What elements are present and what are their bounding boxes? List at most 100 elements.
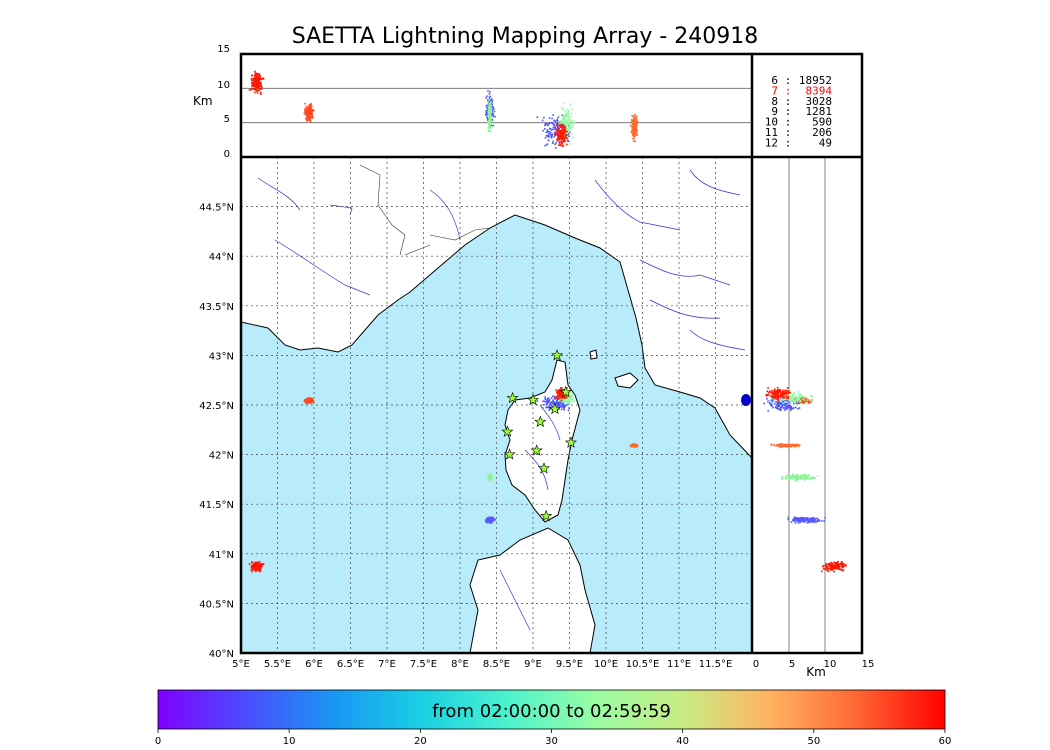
lightning-side-point [807, 399, 809, 401]
lightning-source-point [490, 474, 493, 477]
lightning-side-point [841, 566, 844, 569]
lightning-altitude-point [562, 132, 564, 135]
lightning-side-point [777, 388, 779, 391]
lightning-altitude-point [254, 74, 257, 76]
lightning-altitude-point [305, 105, 308, 108]
lightning-altitude-point [564, 130, 566, 133]
lightning-source-point [490, 477, 493, 480]
lightning-altitude-point [561, 128, 564, 131]
lightning-side-point [794, 476, 797, 479]
longitude-tick-label: 8°E [451, 659, 469, 670]
lightning-side-point [824, 565, 827, 567]
lightning-source-point [491, 517, 494, 520]
lightning-side-point [814, 477, 816, 479]
lightning-side-point [841, 564, 843, 567]
lightning-altitude-point [489, 108, 492, 111]
lightning-altitude-point [261, 78, 264, 80]
lightning-altitude-point [311, 115, 314, 117]
lightning-side-point [795, 444, 797, 446]
lightning-side-point [801, 517, 803, 520]
station-count-sep: : [785, 74, 792, 87]
lightning-source-point [257, 562, 259, 564]
lightning-altitude-point [489, 112, 492, 115]
latitude-ticks: 40°N 40.5°N 41°N 41.5°N 42°N 42.5°N 43°N 43.5°N… [199, 203, 234, 660]
lightning-altitude-point [253, 85, 256, 88]
lightning-source-point [566, 400, 569, 403]
lightning-source-point [260, 565, 262, 567]
lightning-side-point [829, 562, 831, 565]
lightning-altitude-point [557, 128, 559, 131]
lightning-altitude-point [554, 125, 557, 128]
lightning-altitude-point [544, 137, 547, 139]
lightning-side-point [789, 475, 792, 478]
lightning-altitude-point [312, 116, 314, 119]
lightning-altitude-point [259, 78, 261, 80]
side-xlabel: Km [806, 665, 826, 679]
lightning-altitude-point [565, 120, 568, 123]
lightning-altitude-point [554, 128, 557, 131]
lightning-altitude-point [631, 127, 634, 129]
lightning-side-point [835, 567, 838, 570]
longitude-tick-label: 7°E [378, 659, 396, 670]
lightning-side-point [781, 389, 784, 392]
lightning-side-point [787, 397, 790, 400]
lightning-side-point [773, 388, 776, 391]
lightning-source-point [561, 405, 564, 408]
lightning-altitude-point [571, 126, 574, 129]
lightning-altitude-point [563, 119, 566, 122]
lightning-source-point [256, 567, 259, 570]
lightning-altitude-point [562, 127, 564, 130]
lightning-source-point [487, 517, 489, 520]
lightning-altitude-point [564, 131, 567, 134]
lightning-altitude-point [308, 112, 311, 115]
lightning-altitude-point [309, 119, 311, 122]
lightning-side-point [785, 403, 788, 405]
longitude-tick-label: 11.5°E [699, 659, 733, 670]
lightning-altitude-point [558, 141, 561, 143]
lightning-altitude-point [549, 121, 551, 124]
lightning-altitude-point [550, 137, 553, 139]
lightning-altitude-point [305, 109, 308, 112]
lightning-side-point [801, 398, 804, 400]
lightning-altitude-point [255, 74, 258, 76]
lightning-altitude-point [560, 120, 562, 123]
lightning-side-point [770, 444, 773, 447]
lightning-source-point [259, 567, 262, 569]
lightning-side-point [795, 403, 798, 406]
lightning-altitude-point [633, 133, 636, 136]
lightning-altitude-point [566, 134, 568, 136]
station-count-id: 6 [771, 74, 778, 87]
lightning-source-point [567, 403, 569, 406]
lightning-altitude-point [569, 124, 571, 127]
lightning-altitude-point [558, 124, 561, 127]
lightning-altitude-point [563, 129, 566, 132]
lightning-altitude-point [489, 119, 492, 121]
lightning-altitude-point [563, 109, 566, 112]
lightning-side-point [787, 406, 790, 409]
lightning-altitude-point [561, 141, 563, 144]
lightning-side-point [839, 568, 841, 571]
lightning-altitude-point [636, 115, 638, 118]
lightning-altitude-point [546, 143, 548, 146]
lightning-altitude-point [632, 131, 635, 133]
lightning-altitude-point [260, 88, 263, 90]
lightning-altitude-point [564, 113, 567, 116]
colorbar-ticks: 0 10 20 30 40 50 60 [155, 729, 951, 747]
lightning-source-point [553, 402, 556, 404]
lightning-side-point [775, 404, 778, 407]
lightning-altitude-point [563, 133, 566, 136]
latitude-tick-label: 43°N [209, 351, 234, 362]
lightning-altitude-point [487, 101, 489, 104]
lightning-altitude-point [254, 83, 256, 86]
lightning-side-point [777, 405, 779, 408]
station-star [503, 448, 516, 460]
lightning-altitude-point [488, 127, 491, 130]
lightning-altitude-point [258, 89, 260, 92]
lightning-side-point [785, 399, 787, 402]
station-count-sep: : [785, 126, 792, 139]
lightning-side-point [803, 401, 806, 404]
lightning-source-point [560, 388, 563, 391]
lightning-side-point [793, 475, 796, 478]
lightning-side-point [776, 393, 778, 395]
lightning-source-point [545, 403, 548, 405]
